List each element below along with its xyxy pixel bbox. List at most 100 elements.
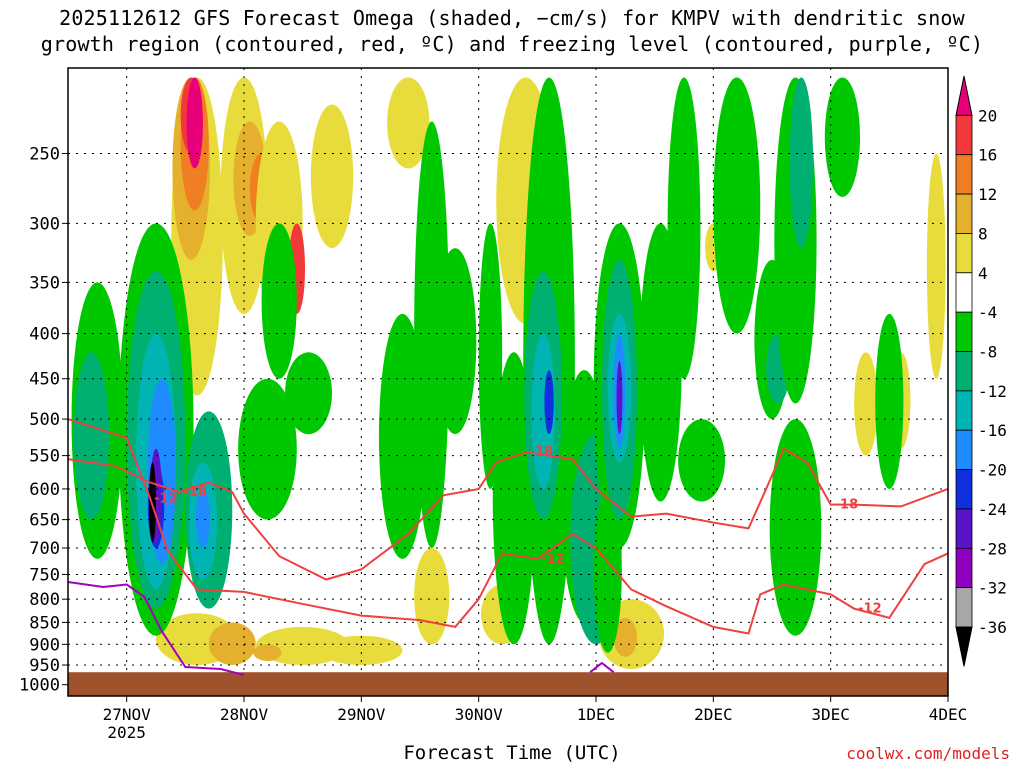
omega-cell <box>434 248 477 435</box>
omega-cell <box>320 635 403 666</box>
omega-cell <box>854 352 878 456</box>
y-tick-label: 950 <box>29 656 60 676</box>
omega-cell <box>253 644 282 661</box>
contour-label: -18 <box>835 498 859 513</box>
y-tick-label: 400 <box>29 325 60 345</box>
grid-lines <box>68 68 948 696</box>
colorbar-label: -20 <box>978 461 1007 480</box>
colorbar: 20 16 12 8 4 -4 -8 -12 -16 -20 -24 -28 -32 -36 <box>955 75 1007 667</box>
x-tick-label: 28NOV <box>220 705 269 724</box>
y-tick-label: 500 <box>29 410 60 430</box>
omega-cell <box>769 419 822 636</box>
omega-cell <box>544 370 554 435</box>
terrain-surface <box>68 672 948 696</box>
omega-cell <box>613 617 638 657</box>
omega-cell <box>414 121 450 549</box>
y-tick-label: 450 <box>29 370 60 390</box>
y-tick-label: 350 <box>29 273 60 293</box>
x-tick-label: 1DEC <box>577 705 616 724</box>
colorbar-box <box>955 547 973 589</box>
colorbar-top-arrow <box>955 75 973 116</box>
omega-cell <box>378 313 426 559</box>
chart-title-line1: 2025112612 GFS Forecast Omega (shaded, −… <box>59 6 965 30</box>
credit-text: coolwx.com/models <box>846 744 1010 763</box>
chart-title-line2: growth region (contoured, red, ºC) and f… <box>40 32 984 56</box>
contour-0C-bump <box>589 661 615 673</box>
contour-label: -12 <box>858 602 882 617</box>
y-tick-label: 1000 <box>19 676 60 696</box>
y-tick-label: 900 <box>29 635 60 655</box>
omega-cell <box>667 77 701 379</box>
colorbar-box <box>955 508 973 549</box>
contour-label: -18 <box>183 485 207 500</box>
contour--12 <box>67 418 949 635</box>
colorbar-label: 8 <box>978 224 988 243</box>
omega-cell <box>616 361 623 435</box>
omega-shading <box>68 68 948 696</box>
colorbar-label: -4 <box>978 303 997 322</box>
colorbar-label: 4 <box>978 264 988 283</box>
colorbar-label: 20 <box>978 106 997 125</box>
y-tick-label: 600 <box>29 480 60 500</box>
y-tick-label: 300 <box>29 214 60 234</box>
omega-cell <box>285 352 332 435</box>
omega-cell <box>875 313 904 489</box>
colorbar-box <box>955 587 973 628</box>
y-tick-label: 250 <box>29 144 60 164</box>
x-tick-label: 30NOV <box>455 705 504 724</box>
contour-lines: -18 -18 -18 -12 -12 -12 <box>67 418 949 676</box>
colorbar-box <box>955 272 973 313</box>
x-tick-label: 29NOV <box>337 705 386 724</box>
colorbar-box <box>955 193 973 234</box>
omega-cell <box>261 223 297 379</box>
colorbar-label: -16 <box>978 421 1007 440</box>
omega-cell <box>310 104 354 249</box>
colorbar-box <box>955 469 973 510</box>
colorbar-box <box>955 351 973 392</box>
omega-cell <box>824 77 861 197</box>
omega-cell <box>926 153 946 379</box>
colorbar-label: -36 <box>978 618 1007 637</box>
colorbar-box <box>955 311 973 352</box>
x-tick-label: 4DEC <box>929 705 968 724</box>
colorbar-label: -24 <box>978 500 1007 519</box>
colorbar-label: 16 <box>978 146 997 165</box>
y-tick-label: 650 <box>29 511 60 531</box>
colorbar-box <box>955 154 973 195</box>
omega-cell <box>195 488 210 549</box>
omega-cell <box>73 352 110 520</box>
contour--18 <box>67 447 949 581</box>
omega-cell <box>678 419 726 502</box>
colorbar-bottom-arrow <box>955 626 973 667</box>
y-tick-label: 700 <box>29 539 60 559</box>
contour-label: -12 <box>154 491 178 506</box>
omega-cell <box>208 622 256 666</box>
omega-cell <box>186 77 203 169</box>
x-axis-label: Forecast Time (UTC) <box>403 742 621 764</box>
plot-border <box>67 67 949 697</box>
colorbar-label: 12 <box>978 185 997 204</box>
colorbar-box <box>955 114 973 156</box>
plot-frame <box>67 67 949 697</box>
colorbar-label: -28 <box>978 539 1007 558</box>
contour-0C <box>67 581 245 676</box>
terrain-fill <box>68 672 948 696</box>
x-tick-label: 27NOV <box>103 705 152 724</box>
y-tick-label: 550 <box>29 447 60 467</box>
colorbar-label: -12 <box>978 382 1007 401</box>
colorbar-box <box>955 233 973 274</box>
x-tick-label: 2DEC <box>694 705 733 724</box>
omega-cell <box>387 77 430 169</box>
contour-label: -18 <box>530 445 554 460</box>
x-tick-label: 3DEC <box>811 705 850 724</box>
omega-cell <box>238 378 297 520</box>
colorbar-box <box>955 429 973 470</box>
y-tick-label: 750 <box>29 565 60 585</box>
y-axis-ticks: 2503003504004505005506006507007508008509… <box>19 144 68 696</box>
y-tick-label: 800 <box>29 590 60 610</box>
y-tick-label: 850 <box>29 613 60 633</box>
contour-label: -12 <box>541 552 565 567</box>
omega-cell <box>789 77 814 249</box>
